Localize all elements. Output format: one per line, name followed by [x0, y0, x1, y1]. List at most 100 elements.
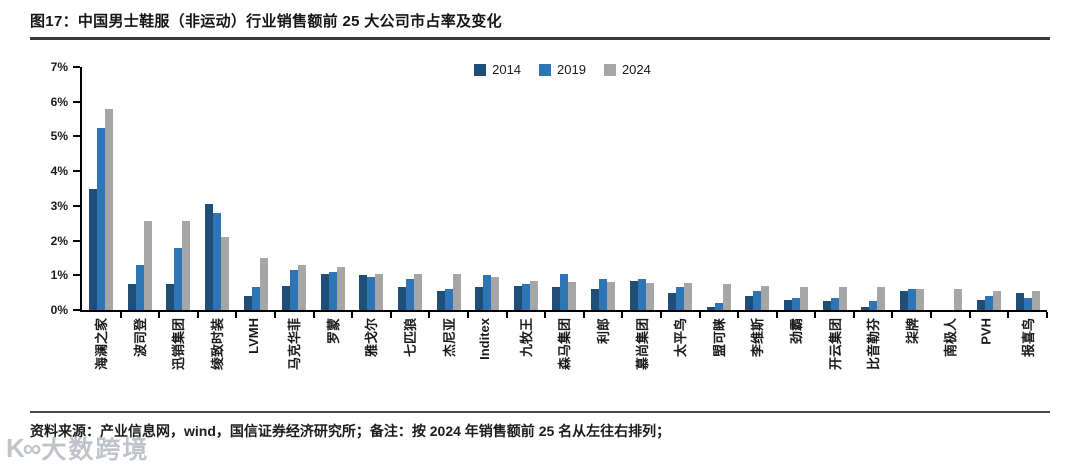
bar-2014: [320, 273, 329, 310]
x-tick-mark: [466, 312, 469, 318]
bar-2019: [560, 273, 569, 310]
x-label-cell: PVH: [968, 313, 1007, 408]
bar-group: [777, 67, 817, 318]
bar-2014: [668, 292, 677, 310]
bar-2014: [89, 188, 98, 310]
bar-2019: [135, 264, 144, 310]
bar-2024: [722, 283, 731, 310]
x-category-label: 绫致时装: [210, 318, 226, 371]
bar-2014: [591, 289, 600, 310]
bar-group: [661, 67, 701, 318]
x-tick-mark: [273, 312, 276, 318]
bar-2019: [174, 247, 183, 310]
x-tick-mark: [389, 312, 392, 318]
x-category-label: 慕尚集团: [634, 318, 650, 371]
x-tick-mark: [659, 312, 662, 318]
x-category-label: PVH: [978, 318, 994, 345]
x-label-cell: 慕尚集团: [620, 313, 659, 408]
x-tick-mark: [852, 312, 855, 318]
x-tick-mark: [505, 312, 508, 318]
x-tick-mark: [158, 312, 161, 318]
x-label-cell: LVMH: [234, 313, 273, 408]
chart-legend: 2014 2019 2024: [80, 62, 1045, 77]
x-category-label: 罗蒙: [325, 318, 341, 345]
legend-swatch-icon: [539, 63, 552, 76]
bar-2024: [221, 237, 230, 310]
x-label-cell: 七匹狼: [389, 313, 428, 408]
bar-group: [468, 67, 508, 318]
bar-2014: [822, 301, 831, 310]
x-tick-mark: [621, 312, 624, 318]
bar-2019: [521, 283, 530, 310]
bar-2019: [483, 275, 492, 310]
bar-2024: [182, 221, 191, 310]
x-category-label: 迅销集团: [171, 318, 187, 371]
bar-2014: [745, 296, 754, 310]
x-category-label: 波司登: [132, 318, 148, 358]
bar-group: [970, 67, 1010, 318]
x-tick-mark: [235, 312, 238, 318]
legend-item-2024: 2024: [603, 62, 651, 77]
bar-2014: [359, 275, 368, 310]
legend-label: 2019: [557, 62, 586, 77]
x-label-cell: 马克华菲: [273, 313, 312, 408]
x-tick-mark: [930, 312, 933, 318]
bar-group: [700, 67, 740, 318]
bar-2024: [645, 282, 654, 310]
bar-2019: [637, 278, 646, 310]
bar-2019: [251, 287, 260, 310]
x-label-cell: 森马集团: [543, 313, 582, 408]
x-label-cell: 波司登: [119, 313, 158, 408]
bar-2024: [1031, 290, 1040, 310]
plot-area: [80, 67, 1048, 318]
y-tick-label: 6%: [50, 94, 68, 109]
bar-group: [854, 67, 894, 318]
y-tick-mark: [73, 100, 80, 103]
bar-2024: [375, 273, 384, 310]
bar-2024: [607, 282, 616, 310]
y-tick-mark: [73, 274, 80, 277]
bar-2024: [452, 273, 461, 310]
bar-2014: [205, 204, 214, 310]
bar-2019: [328, 271, 337, 310]
y-tick-mark: [73, 239, 80, 242]
bar-2014: [398, 287, 407, 310]
bar-2024: [298, 264, 307, 310]
y-tick-label: 0%: [50, 303, 68, 317]
bar-group: [391, 67, 431, 318]
bar-2014: [282, 285, 291, 310]
bar-2024: [259, 257, 268, 310]
x-category-label: 盟可睐: [711, 318, 727, 358]
bar-2014: [1015, 292, 1024, 310]
bar-group: [507, 67, 547, 318]
x-category-label: 太平鸟: [673, 318, 689, 358]
x-tick-mark: [775, 312, 778, 318]
bar-2024: [568, 282, 577, 310]
x-label-cell: 九牧王: [505, 313, 544, 408]
bar-2014: [899, 290, 908, 310]
x-tick-mark: [968, 312, 971, 318]
y-tick-label: 5%: [50, 129, 68, 144]
bar-2024: [336, 266, 345, 310]
bar-2014: [629, 280, 638, 310]
x-label-cell: 迅销集团: [157, 313, 196, 408]
x-category-label: 劲霸: [788, 318, 804, 345]
bar-2024: [915, 289, 924, 310]
bar-group: [892, 67, 933, 318]
figure-title: 图17：中国男士鞋服（非运动）行业销售额前 25 大公司市占率及变化: [30, 13, 502, 30]
bar-2024: [414, 273, 423, 310]
bar-2024: [877, 287, 886, 310]
x-category-label: LVMH: [245, 318, 261, 354]
bar-2019: [97, 127, 106, 310]
x-tick-mark: [1045, 312, 1048, 318]
x-label-cell: 海澜之家: [80, 313, 119, 408]
bar-group: [545, 67, 585, 318]
x-label-cell: 盟可睐: [698, 313, 737, 408]
bar-2024: [992, 290, 1001, 310]
y-tick-label: 7%: [50, 60, 68, 74]
bar-group: [429, 67, 469, 318]
bar-group: [352, 67, 392, 318]
x-tick-mark: [428, 312, 431, 318]
bar-group: [275, 67, 315, 318]
